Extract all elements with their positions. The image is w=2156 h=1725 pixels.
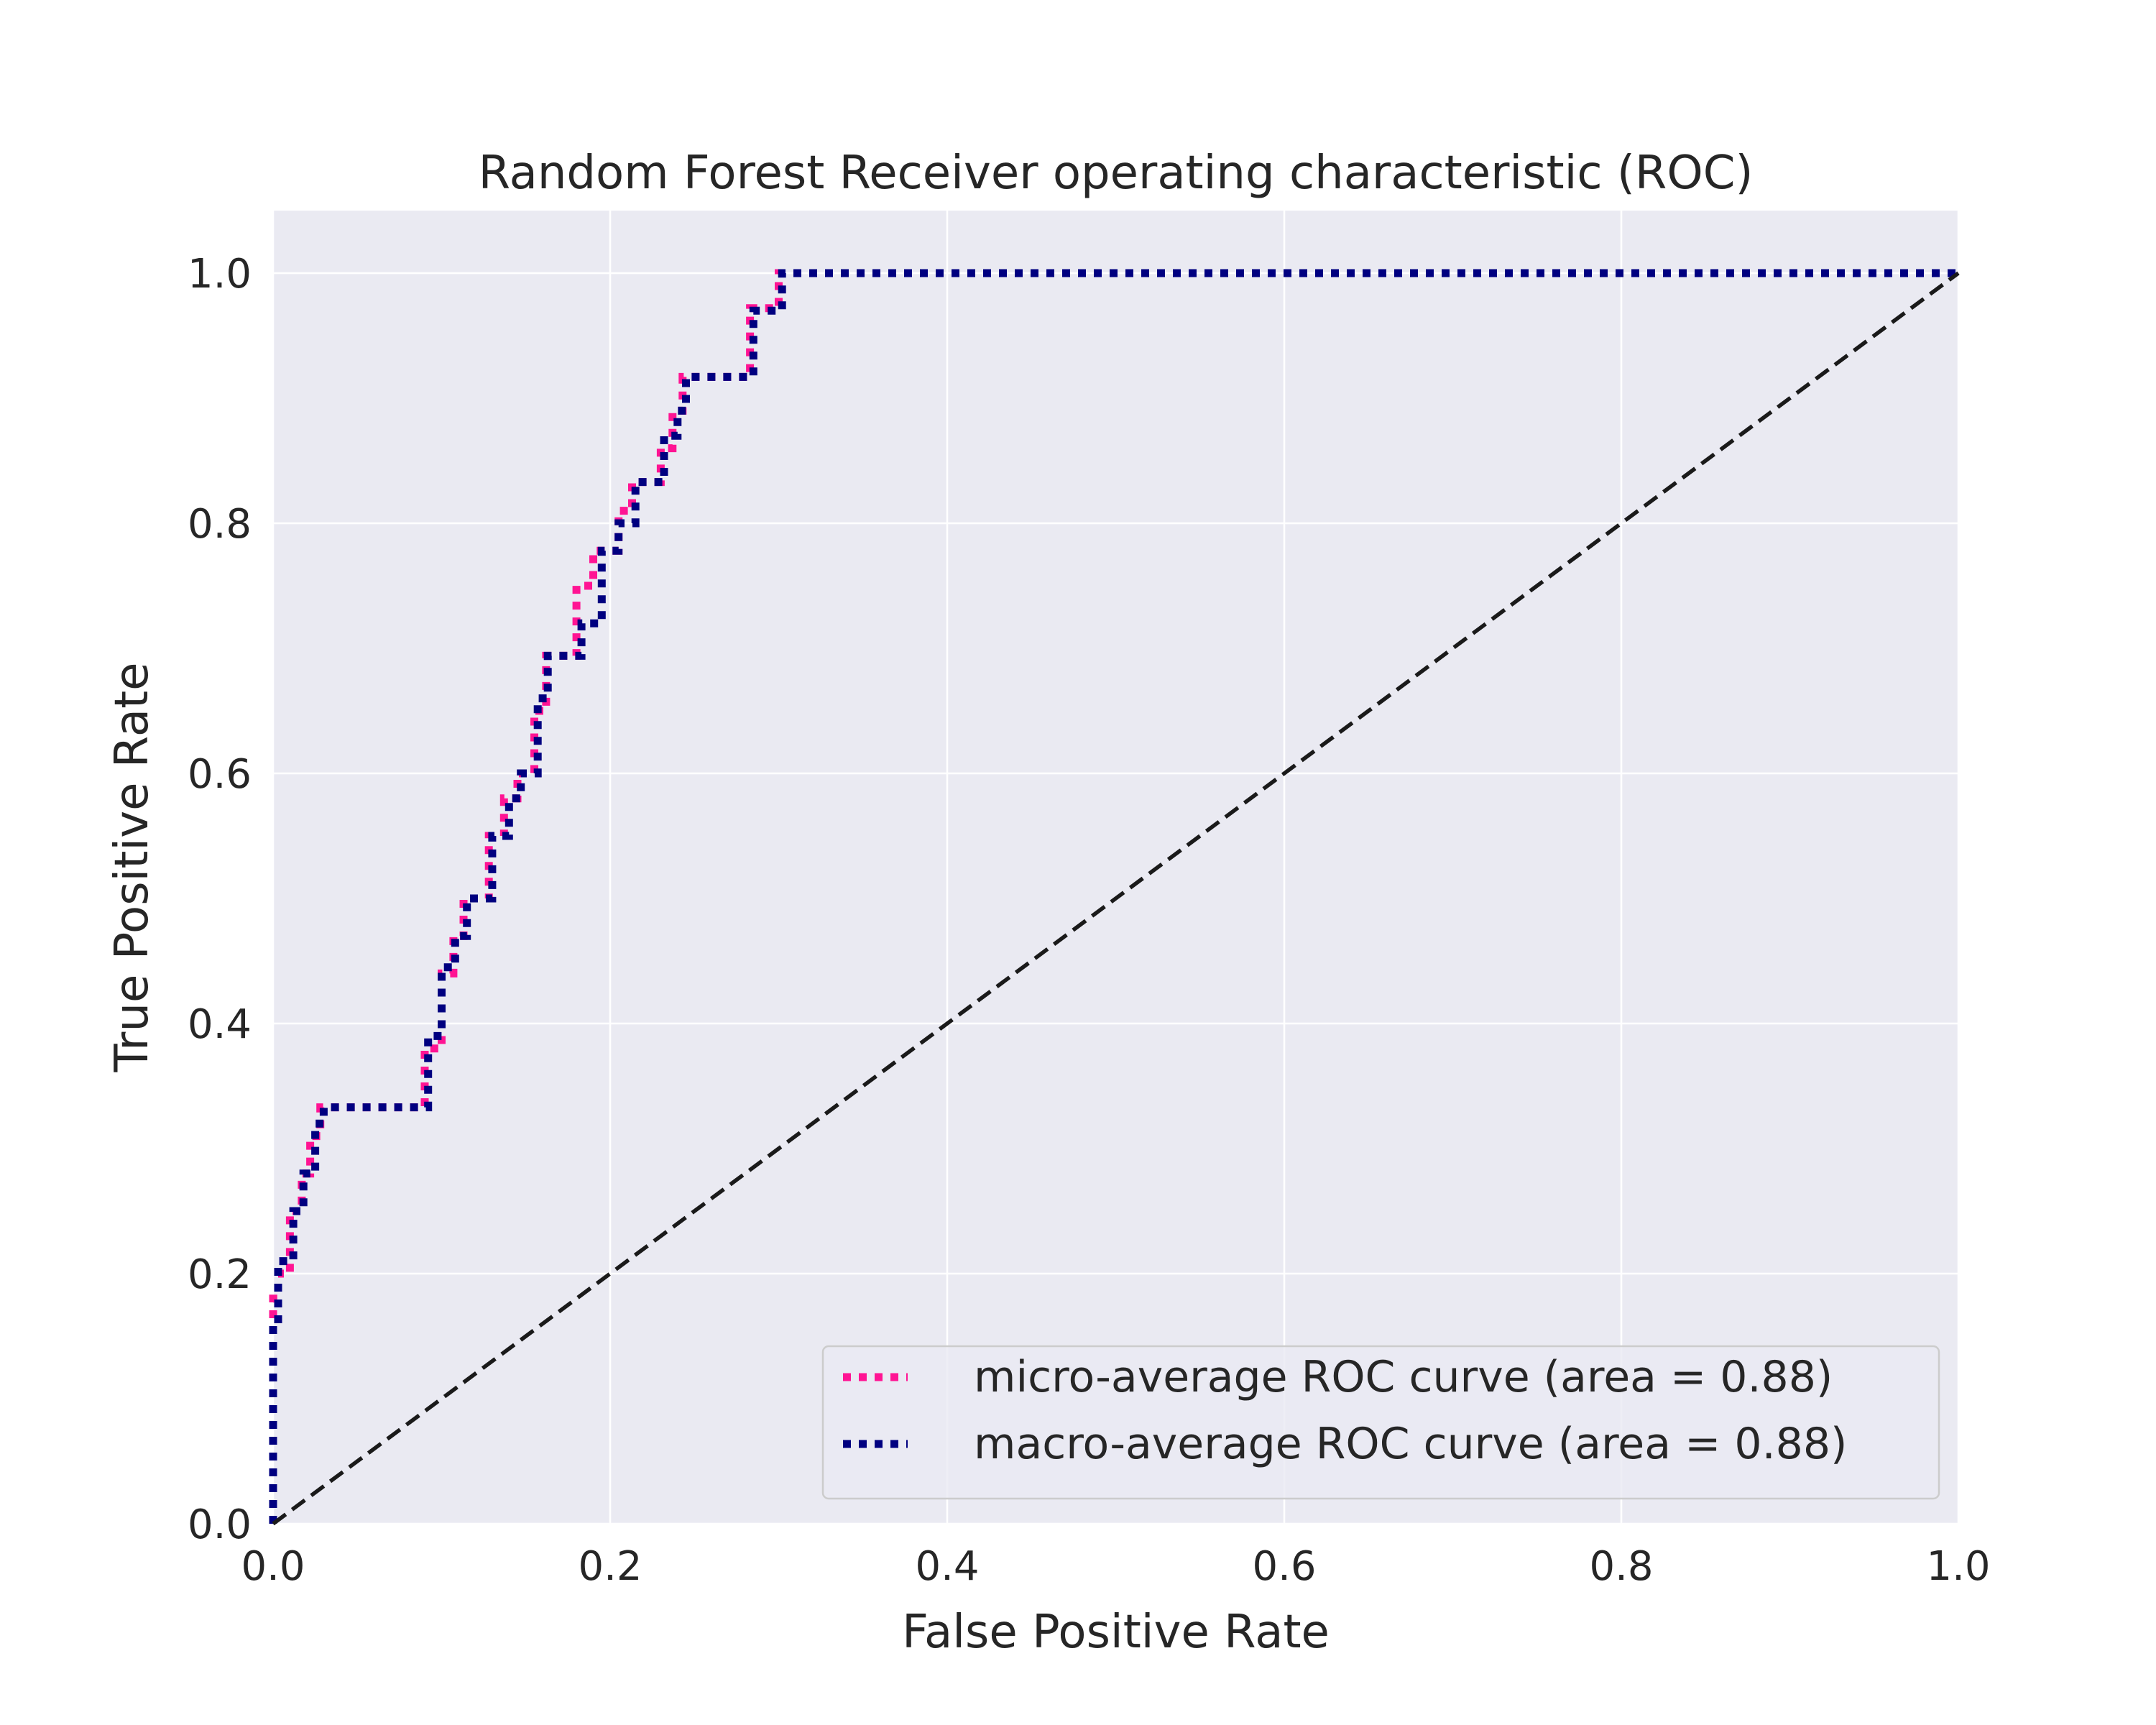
y-tick-label: 0.4	[188, 1001, 252, 1048]
grid-lines	[272, 211, 1960, 1525]
legend-entry-macro-label: macro-average ROC curve (area = 0.88)	[974, 1419, 1847, 1469]
plot-area	[273, 211, 1958, 1524]
x-tick-label: 0.6	[1252, 1543, 1316, 1590]
series-layer	[269, 269, 1960, 1526]
x-tick-label: 0.2	[578, 1543, 642, 1590]
macro-average-roc-curve	[269, 269, 1958, 1524]
x-tick-label: 1.0	[1926, 1543, 1990, 1590]
y-axis-label: True Positive Rate	[106, 662, 159, 1072]
legend-frame	[821, 1345, 1940, 1500]
x-tick-label: 0.4	[915, 1543, 979, 1590]
x-tick-label: 0.0	[241, 1543, 305, 1590]
y-tick-label: 0.6	[188, 751, 252, 798]
y-tick-label: 0.0	[188, 1501, 252, 1548]
y-tick-label: 0.2	[188, 1251, 252, 1298]
tick-labels: 0.0 0.2 0.4 0.6 0.8 1.0 0.0 0.2 0.4 0.6 0.8 1.0	[188, 251, 1991, 1590]
y-tick-label: 0.8	[188, 501, 252, 548]
legend: micro-average ROC curve (area = 0.88) mac…	[821, 1345, 1940, 1500]
x-axis-label: False Positive Rate	[902, 1606, 1330, 1659]
x-tick-label: 0.8	[1589, 1543, 1653, 1590]
chart-title: Random Forest Receiver operating charact…	[479, 147, 1754, 200]
y-tick-label: 1.0	[188, 251, 252, 298]
chance-diagonal-line	[272, 271, 1960, 1526]
legend-entry-micro-label: micro-average ROC curve (area = 0.88)	[974, 1352, 1833, 1402]
